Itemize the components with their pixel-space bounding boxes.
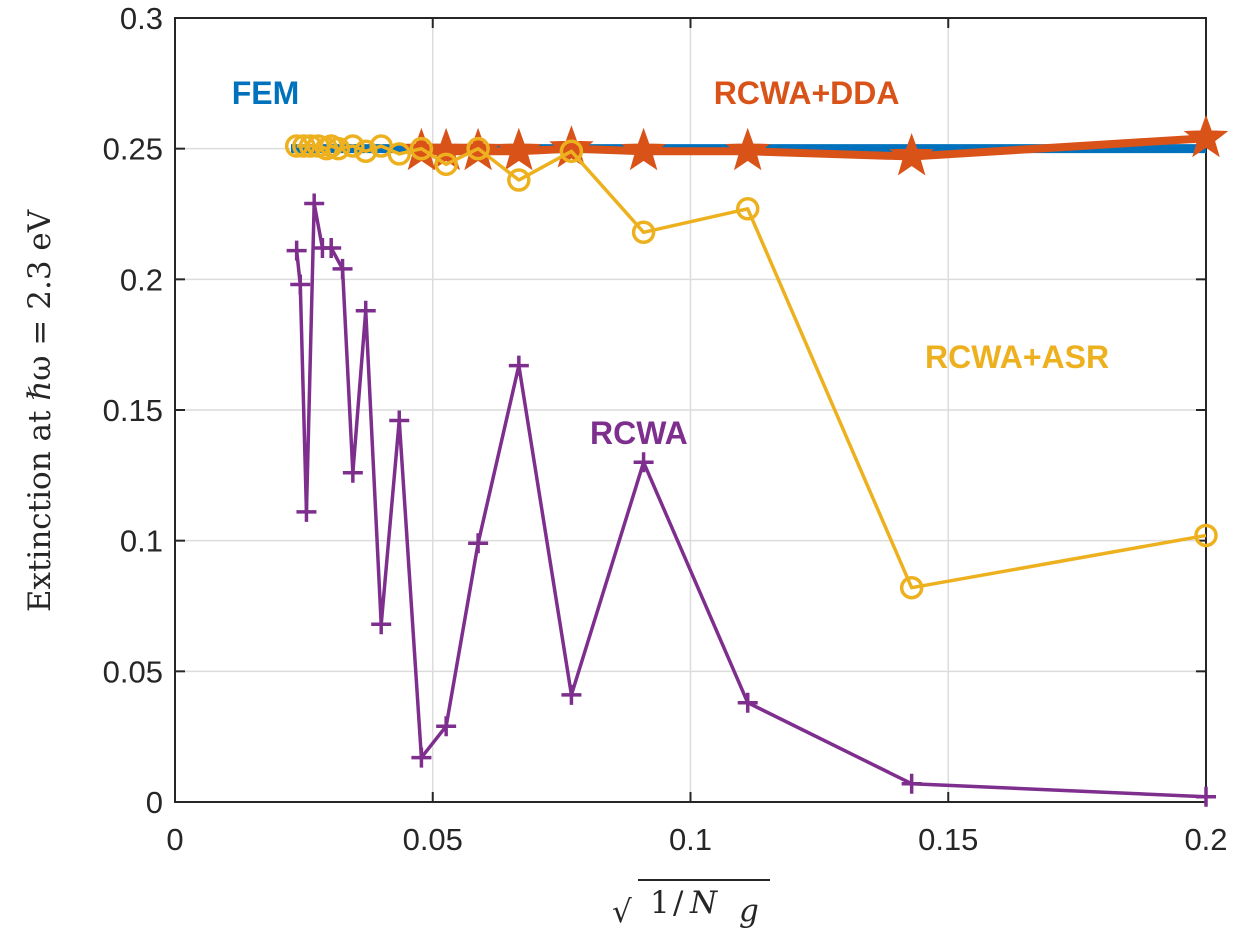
point-rcwa bbox=[561, 684, 582, 705]
x-label-symbol: N bbox=[689, 885, 719, 921]
series-layer bbox=[284, 114, 1229, 807]
point-rcwa-asr bbox=[409, 136, 434, 161]
point-rcwa-asr bbox=[1194, 523, 1218, 548]
x-axis-label: √ 1 / N g bbox=[612, 879, 770, 930]
point-rcwa bbox=[286, 240, 307, 261]
x-tick-label: 0.1 bbox=[669, 822, 712, 857]
series-rcwa-asr bbox=[284, 134, 1218, 600]
series-label-rcwa: RCWA bbox=[590, 415, 688, 451]
annotation-layer: FEM RCWA+DDA RCWA+ASR RCWA bbox=[232, 75, 1109, 451]
axis-ticks: 0 0.05 0.1 0.15 0.2 0 0.05 0.1 0.15 0.2 0.25 0.3 bbox=[103, 1, 1228, 857]
point-rcwa bbox=[1196, 786, 1216, 807]
x-label-numerator: 1 bbox=[650, 885, 670, 921]
series-label-fem: FEM bbox=[232, 75, 300, 111]
point-rcwa bbox=[355, 300, 376, 321]
series-label-rcwa-dda: RCWA+DDA bbox=[714, 75, 900, 111]
point-rcwa bbox=[389, 410, 410, 431]
y-tick-label: 0.05 bbox=[103, 654, 163, 689]
point-rcwa-asr bbox=[631, 220, 656, 245]
point-rcwa bbox=[290, 274, 311, 295]
point-rcwa bbox=[342, 462, 363, 483]
x-label-subscript: g bbox=[739, 893, 759, 929]
point-rcwa-asr bbox=[353, 139, 378, 164]
point-rcwa bbox=[304, 193, 325, 214]
y-tick-label: 0.25 bbox=[103, 132, 163, 167]
series-label-rcwa-asr: RCWA+ASR bbox=[925, 339, 1109, 375]
y-tick-label: 0.2 bbox=[120, 262, 163, 297]
x-tick-label: 0.05 bbox=[403, 822, 463, 857]
y-axis-label: Extinction at ℏω = 2.3 eV bbox=[22, 209, 58, 612]
x-tick-label: 0.2 bbox=[1184, 822, 1227, 857]
point-rcwa-dda bbox=[725, 127, 771, 171]
point-rcwa-dda bbox=[496, 127, 542, 171]
point-rcwa-asr bbox=[466, 136, 490, 161]
point-rcwa bbox=[633, 452, 654, 473]
point-rcwa bbox=[371, 614, 392, 635]
point-rcwa-asr bbox=[899, 575, 924, 600]
point-rcwa bbox=[436, 716, 457, 737]
y-tick-label: 0.3 bbox=[120, 1, 163, 36]
point-rcwa-asr bbox=[507, 168, 531, 192]
point-rcwa bbox=[296, 501, 317, 522]
series-rcwa bbox=[286, 193, 1216, 807]
point-rcwa-asr bbox=[559, 139, 584, 164]
point-rcwa-asr bbox=[326, 136, 351, 161]
point-rcwa-asr bbox=[735, 197, 760, 221]
x-tick-label: 0.15 bbox=[918, 822, 978, 857]
point-rcwa bbox=[901, 773, 922, 794]
point-rcwa-asr bbox=[292, 134, 316, 158]
x-tick-label: 0 bbox=[166, 822, 183, 857]
y-tick-label: 0 bbox=[146, 785, 163, 820]
point-rcwa-dda bbox=[549, 125, 594, 168]
point-rcwa bbox=[332, 258, 353, 279]
point-rcwa-asr bbox=[341, 134, 365, 158]
point-rcwa-dda bbox=[1183, 114, 1229, 158]
point-rcwa bbox=[411, 747, 432, 768]
point-rcwa-dda bbox=[889, 133, 934, 176]
point-rcwa bbox=[737, 692, 758, 713]
y-tick-label: 0.15 bbox=[103, 393, 163, 428]
point-rcwa-asr bbox=[434, 152, 458, 177]
point-rcwa-dda bbox=[621, 127, 666, 171]
x-label-radical: √ bbox=[612, 894, 632, 930]
point-rcwa bbox=[321, 237, 342, 258]
point-rcwa bbox=[508, 355, 529, 376]
y-tick-label: 0.1 bbox=[120, 524, 163, 559]
point-rcwa-asr bbox=[387, 142, 411, 166]
point-rcwa bbox=[468, 533, 489, 554]
x-label-slash: / bbox=[673, 885, 684, 921]
